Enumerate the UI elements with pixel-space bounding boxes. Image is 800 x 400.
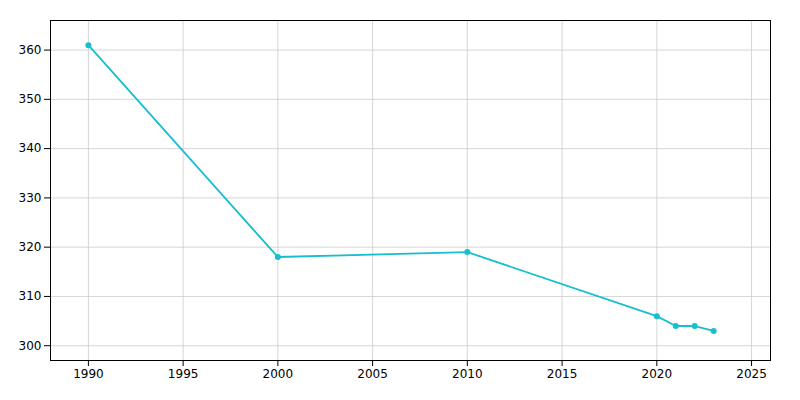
svg-text:2010: 2010 (452, 367, 483, 381)
svg-text:310: 310 (19, 289, 42, 303)
svg-text:2000: 2000 (263, 367, 294, 381)
svg-text:350: 350 (19, 92, 42, 106)
svg-text:2025: 2025 (736, 367, 767, 381)
svg-text:1990: 1990 (73, 367, 104, 381)
svg-text:300: 300 (19, 339, 42, 353)
svg-text:340: 340 (19, 141, 42, 155)
svg-text:2015: 2015 (547, 367, 578, 381)
svg-text:330: 330 (19, 191, 42, 205)
svg-text:320: 320 (19, 240, 42, 254)
svg-text:360: 360 (19, 43, 42, 57)
svg-text:2005: 2005 (357, 367, 388, 381)
svg-text:1995: 1995 (168, 367, 199, 381)
svg-text:2020: 2020 (642, 367, 673, 381)
